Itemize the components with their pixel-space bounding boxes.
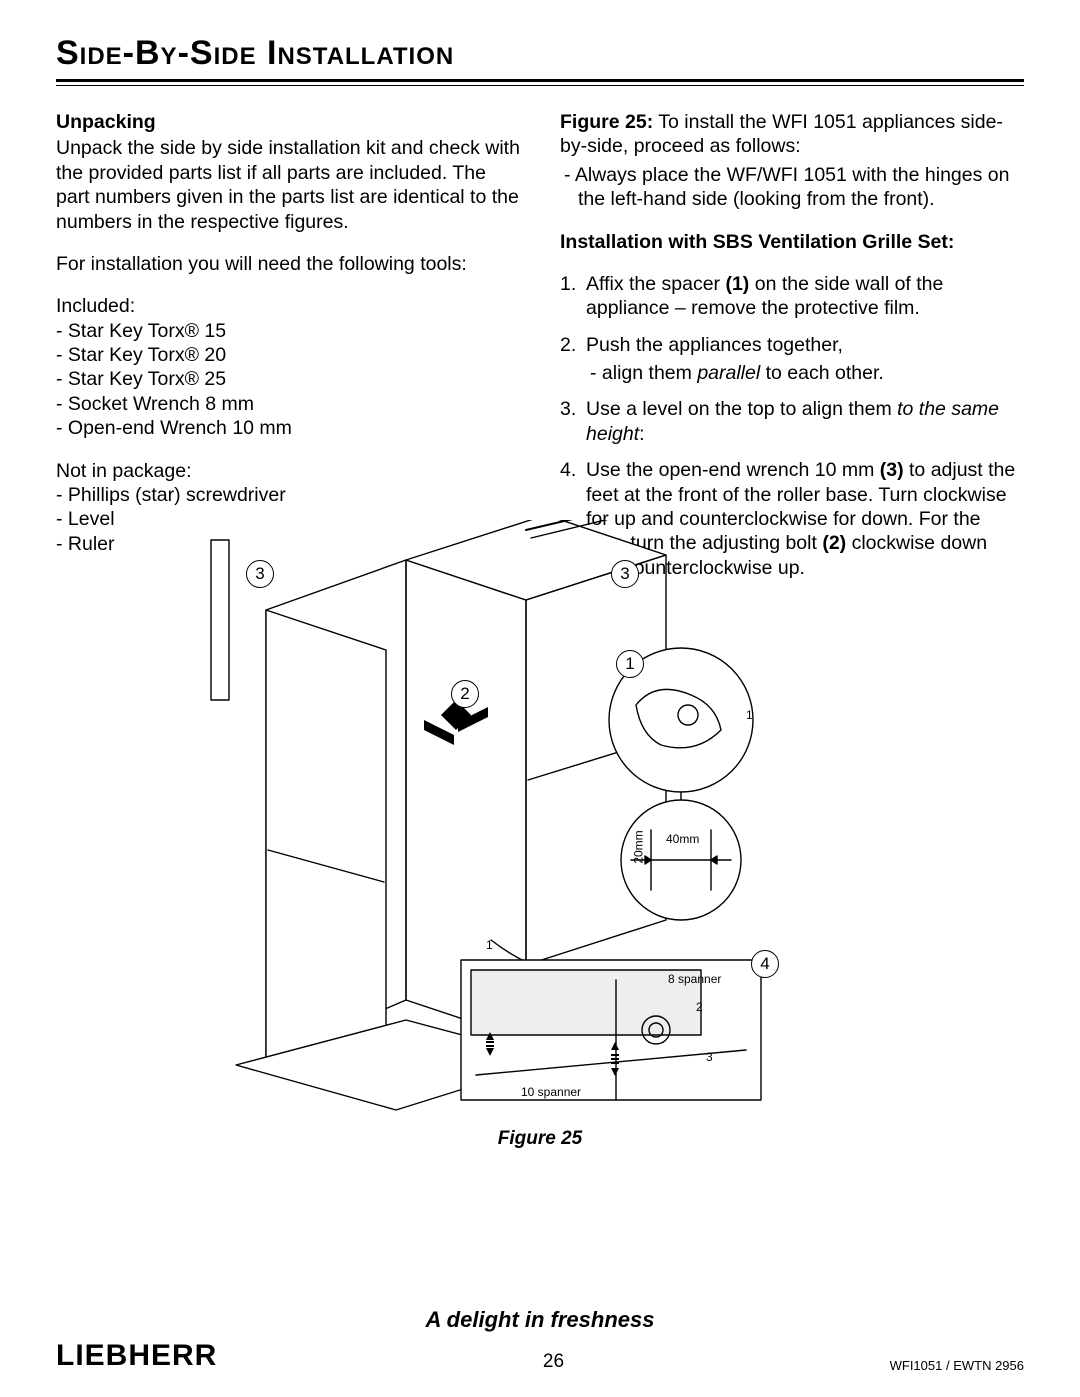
step: 3. Use a level on the top to align them … bbox=[560, 397, 1024, 446]
page-number: 26 bbox=[217, 1351, 889, 1373]
label-40mm: 40mm bbox=[666, 832, 699, 846]
figure-ref-label: Figure 25: bbox=[560, 111, 653, 133]
label-1: 1 bbox=[486, 938, 493, 952]
list-item: Socket Wrench 8 mm bbox=[56, 392, 520, 416]
document-id: WFI1051 / EWTN 2956 bbox=[890, 1358, 1024, 1373]
unpacking-text: Unpack the side by side installation kit… bbox=[56, 136, 520, 234]
label-10-spanner: 10 spanner bbox=[521, 1085, 581, 1099]
list-item: Phillips (star) screwdriver bbox=[56, 483, 520, 507]
page-title: Side-By-Side Installation bbox=[56, 34, 1024, 73]
part-ref: (3) bbox=[880, 459, 904, 481]
figure-illustration bbox=[56, 520, 1016, 1120]
label-20mm: 20mm bbox=[632, 830, 646, 863]
label-1: 1 bbox=[746, 708, 753, 722]
page-footer: A delight in freshness LIEBHERR 26 WFI10… bbox=[56, 1307, 1024, 1373]
callout-4: 4 bbox=[751, 950, 779, 978]
step-emphasis: parallel bbox=[697, 362, 760, 384]
list-item: Open-end Wrench 10 mm bbox=[56, 416, 520, 440]
step-text: align them bbox=[602, 362, 697, 384]
step-number: 3. bbox=[560, 397, 586, 446]
label-8-spanner: 8 spanner bbox=[668, 972, 721, 986]
callout-3: 3 bbox=[611, 560, 639, 588]
list-item: Star Key Torx® 20 bbox=[56, 343, 520, 367]
label-3: 3 bbox=[706, 1050, 713, 1064]
step-text: Affix the spacer bbox=[586, 273, 725, 295]
callout-2: 2 bbox=[451, 680, 479, 708]
unpacking-heading: Unpacking bbox=[56, 110, 520, 134]
step-text: to each other. bbox=[760, 362, 884, 384]
step-text: Use a level on the top to align them bbox=[586, 398, 897, 420]
list-item: Star Key Torx® 15 bbox=[56, 319, 520, 343]
step-text: : bbox=[639, 423, 644, 445]
list-item: Star Key Torx® 25 bbox=[56, 367, 520, 391]
step: 2. Push the appliances together, align t… bbox=[560, 333, 1024, 386]
title-rule bbox=[56, 79, 1024, 86]
callout-1: 1 bbox=[616, 650, 644, 678]
tagline: A delight in freshness bbox=[56, 1307, 1024, 1333]
figure25-intro: Figure 25: To install the WFI 1051 appli… bbox=[560, 110, 1024, 212]
step-sub: align them parallel to each other. bbox=[586, 361, 1024, 385]
figure-caption: Figure 25 bbox=[56, 1128, 1024, 1150]
step-text: Push the appliances together, bbox=[586, 334, 843, 356]
brand-logo: LIEBHERR bbox=[56, 1339, 217, 1373]
callout-3: 3 bbox=[246, 560, 274, 588]
installation-heading: Installation with SBS Ventilation Grille… bbox=[560, 230, 1024, 254]
figure-25: 3 3 2 1 4 1 1 20mm 40mm 8 spanner 10 spa… bbox=[56, 520, 1024, 1160]
tools-intro: For installation you will need the follo… bbox=[56, 252, 520, 276]
included-list: Included: Star Key Torx® 15 Star Key Tor… bbox=[56, 294, 520, 440]
step-text: Use the open-end wrench 10 mm bbox=[586, 459, 880, 481]
step: 1. Affix the spacer (1) on the side wall… bbox=[560, 272, 1024, 321]
label-2: 2 bbox=[696, 1000, 703, 1014]
step-number: 2. bbox=[560, 333, 586, 386]
included-label: Included: bbox=[56, 294, 520, 318]
step-number: 1. bbox=[560, 272, 586, 321]
figure25-sub: Always place the WF/WFI 1051 with the hi… bbox=[560, 163, 1024, 212]
not-in-package-label: Not in package: bbox=[56, 459, 520, 483]
part-ref: (1) bbox=[725, 273, 749, 295]
